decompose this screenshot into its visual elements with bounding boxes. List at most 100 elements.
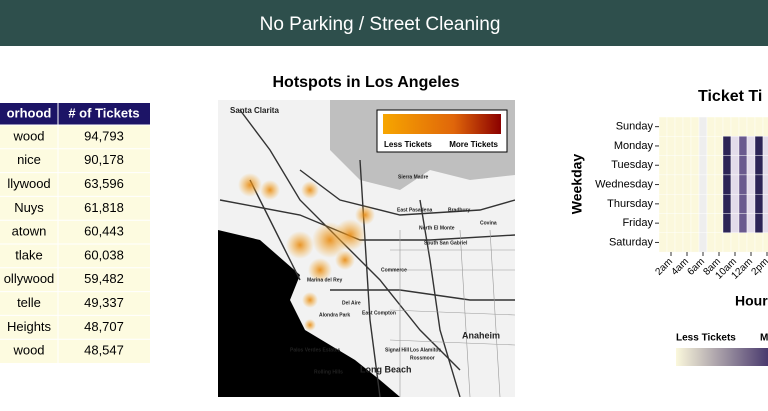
heat-cell [762,116,768,137]
place-label: Covina [480,220,497,226]
y-tick-label: Saturday [609,236,654,248]
ticket-count: 60,443 [84,224,124,239]
place-label: Los Alamitos [410,347,441,353]
heat-cell [658,155,668,176]
heat-legend-gradient [676,348,768,366]
y-axis-title: Weekday [569,154,585,215]
heatmap-title: Ticket Ti [698,88,762,105]
heat-cell [746,155,756,176]
table-row [0,339,150,363]
heat-cell [754,174,764,195]
heat-cell [682,193,692,214]
table-row [0,244,150,268]
neighborhood: ollywood [4,271,55,286]
neighborhood: wood [12,343,44,358]
ticket-count: 90,178 [84,152,124,167]
heat-cell [666,232,676,253]
heat-cell [754,213,764,233]
place-label: Del Aire [342,300,361,306]
ticket-count: 59,482 [84,271,124,286]
x-tick-label: 2pm [749,256,768,278]
heat-cell [730,174,740,195]
place-label: East Compton [362,310,396,316]
heat-cell [722,155,732,176]
ticket-count: 61,818 [84,200,124,215]
y-tick-label: Wednesday [595,178,653,190]
heat-cell [714,136,724,156]
ticket-count: 94,793 [84,128,124,143]
ticket-count: 48,547 [84,343,124,358]
table-row [0,315,150,340]
heat-cell [730,155,740,176]
neighborhood: wood [12,128,44,143]
heat-cell [754,136,764,156]
heat-cell [690,213,700,233]
heat-cell [690,232,700,253]
col-header: # of Tickets [68,105,139,120]
heat-cell [738,174,748,195]
heat-cell [706,193,716,214]
heat-cell [762,232,768,253]
table-body: wood 94,793 nice 90,178 llywood 63,596 Nuys 61,… [0,124,150,363]
heat-cell [658,136,668,156]
heat-cell [698,116,708,137]
heat-cell [754,232,764,253]
heat-cell [690,116,700,137]
place-label: Signal Hill [385,347,410,353]
heat-cell [722,213,732,233]
y-tick-label: Monday [614,140,654,152]
table-row [0,291,150,316]
heat-cell [754,155,764,176]
heat-cell [666,155,676,176]
table-row [0,220,150,244]
heat-cell [682,174,692,195]
place-label: Sierra Madre [398,174,429,180]
heat-cell [666,174,676,195]
place-label: Alondra Park [319,312,350,318]
heat-cell [698,155,708,176]
place-label: Rolling Hills [314,369,343,375]
place-label: Rossmoor [410,355,435,361]
table-row [0,267,150,292]
heat-cell [746,232,756,253]
place-label: Santa Clarita [230,106,279,115]
heat-cell [714,155,724,176]
heat-cell [658,116,668,137]
heat-cell [658,213,668,233]
heat-cell [722,116,732,137]
table-header [0,103,150,125]
heat-cell [706,232,716,253]
neighborhood: Heights [7,319,52,334]
place-label: Bradbury [448,207,470,213]
heat-cell [682,213,692,233]
table-row [0,148,150,173]
y-tick-label: Friday [622,217,653,229]
place-label: Marina del Rey [307,277,343,283]
neighborhood: atown [12,224,47,239]
col-header: orhood [7,105,52,120]
heat-cell [722,174,732,195]
heat-cell [714,232,724,253]
neighborhood: nice [17,152,41,167]
place-label: North El Monte [419,225,455,231]
heat-cell [690,193,700,214]
heat-cell [738,155,748,176]
x-axis-title: Hour [735,293,768,309]
heat-cell [674,155,684,176]
neighborhood: Nuys [14,200,44,215]
heat-cell [762,213,768,233]
heat-cell [746,213,756,233]
heat-legend-low: Less Tickets [676,333,736,344]
heat-cell [690,155,700,176]
heat-cell [714,213,724,233]
heat-cell [730,232,740,253]
map-legend-gradient [383,114,501,134]
heat-cell [706,174,716,195]
heat-cell [738,136,748,156]
heat-cell [698,193,708,214]
heat-cell [658,232,668,253]
place-label: Anaheim [462,330,500,340]
heat-cell [666,193,676,214]
ticket-count: 60,038 [84,247,124,262]
place-label: Commerce [381,267,407,273]
